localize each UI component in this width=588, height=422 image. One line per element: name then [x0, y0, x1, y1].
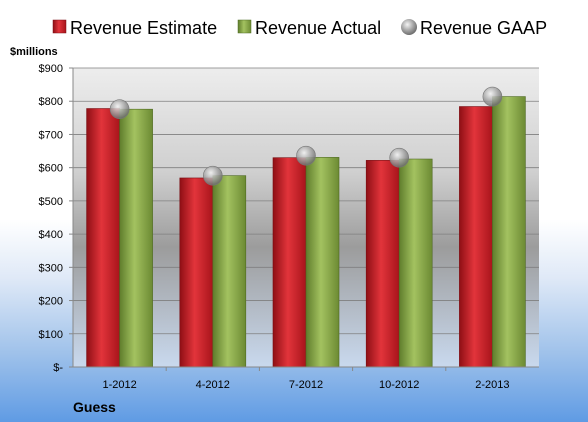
y-tick-label: $100: [39, 329, 63, 341]
bar-revenue-actual: [305, 157, 340, 368]
legend-item-revenue-estimate: Revenue Estimate: [52, 18, 217, 38]
y-tick-label: $-: [53, 362, 63, 374]
y-tick-label: $800: [39, 96, 63, 108]
bar-revenue-estimate: [272, 157, 307, 368]
y-tick-label: $900: [39, 63, 63, 75]
x-tick-label: 4-2012: [196, 379, 230, 391]
y-tick-label: $500: [39, 196, 63, 208]
x-axis-ticks: 1-2012 4-2012 7-2012 10-2012 2-2013: [102, 367, 510, 391]
legend-item-revenue-actual: Revenue Actual: [237, 18, 381, 38]
marker-revenue-gaap: [296, 145, 316, 166]
marker-revenue-gaap: [203, 165, 223, 186]
x-tick-label: 2-2013: [475, 379, 509, 391]
bar-revenue-estimate: [86, 108, 120, 368]
legend-swatch-estimate: [52, 19, 67, 34]
legend-label-gaap: Revenue GAAP: [420, 18, 547, 38]
bar-revenue-estimate: [179, 177, 214, 368]
y-tick-label: $200: [39, 296, 63, 308]
x-tick-label: 7-2012: [289, 379, 323, 391]
y-unit-label: $millions: [10, 46, 58, 58]
y-tick-label: $400: [39, 229, 63, 241]
bar-revenue-actual: [492, 96, 526, 368]
gaap-markers: [109, 86, 503, 186]
x-tick-label: 10-2012: [379, 379, 419, 391]
bar-revenue-estimate: [459, 106, 493, 368]
marker-revenue-gaap: [109, 99, 130, 119]
legend-item-revenue-gaap: Revenue GAAP: [401, 18, 547, 38]
marker-revenue-gaap: [389, 147, 410, 168]
bar-revenue-actual: [398, 158, 433, 368]
y-tick-label: $300: [39, 262, 63, 274]
y-tick-label: $700: [39, 129, 63, 141]
bar-revenue-estimate: [365, 160, 400, 368]
company-label: Guess: [73, 399, 116, 415]
legend: Revenue Estimate Revenue Actual Revenue …: [52, 18, 547, 38]
marker-revenue-gaap: [482, 86, 503, 107]
y-tick-label: $600: [39, 163, 63, 175]
bars: [86, 96, 526, 368]
bar-revenue-actual: [119, 108, 153, 368]
y-axis-ticks: $- $100 $200 $300 $400 $500 $600 $700 $800 $900: [39, 63, 74, 374]
legend-label-actual: Revenue Actual: [255, 18, 381, 38]
legend-swatch-actual: [237, 19, 252, 34]
x-tick-label: 1-2012: [102, 379, 136, 391]
bar-revenue-actual: [212, 175, 247, 368]
legend-label-estimate: Revenue Estimate: [70, 18, 217, 38]
legend-swatch-gaap: [401, 19, 417, 35]
